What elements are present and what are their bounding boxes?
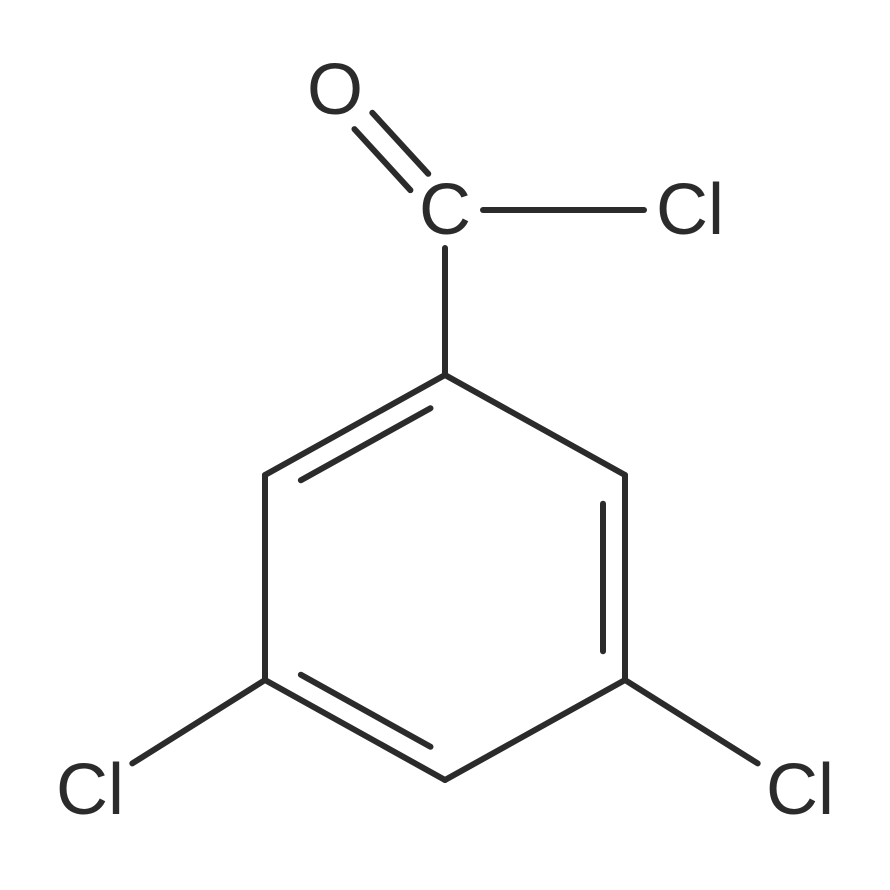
molecule-diagram: CO Cl Cl Cl	[0, 0, 890, 890]
svg-text:Cl: Cl	[766, 750, 834, 830]
svg-text:C: C	[419, 170, 471, 250]
svg-text:Cl: Cl	[56, 750, 124, 830]
svg-text:O: O	[307, 50, 363, 130]
svg-text:Cl: Cl	[656, 170, 724, 250]
